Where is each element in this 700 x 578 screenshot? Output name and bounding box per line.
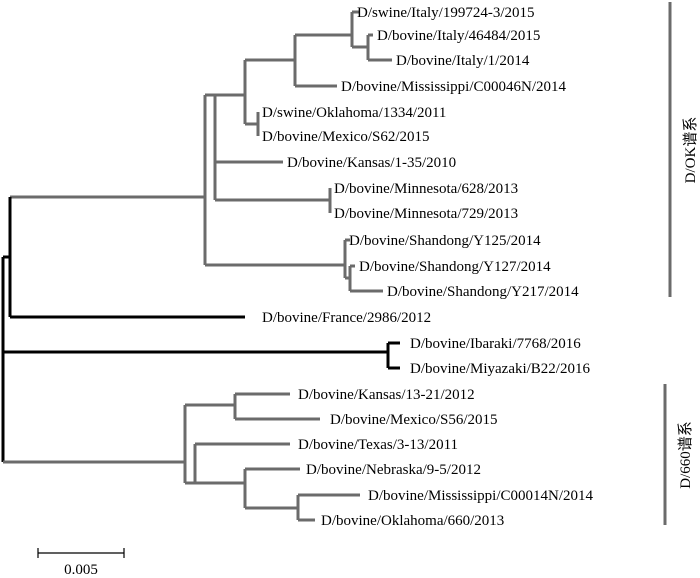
branches-660 <box>3 392 360 522</box>
leaf-label: D/bovine/Kansas/1-35/2010 <box>287 155 456 171</box>
leaf-label: D/bovine/Minnesota/729/2013 <box>334 206 518 222</box>
branches-ok <box>10 10 392 293</box>
leaf-label: D/bovine/Minnesota/628/2013 <box>334 181 518 197</box>
leaf-label: D/bovine/France/2986/2012 <box>262 310 431 326</box>
leaf-label: D/bovine/Mississippi/C00014N/2014 <box>368 488 594 504</box>
branches-root <box>1 197 400 462</box>
leaf-label: D/bovine/Kansas/13-21/2012 <box>298 387 475 403</box>
leaf-label: D/bovine/Miyazaki/B22/2016 <box>410 361 590 377</box>
leaf-label: D/bovine/Mississippi/C00046N/2014 <box>341 79 567 95</box>
leaf-label: D/bovine/Shandong/Y217/2014 <box>387 284 579 300</box>
clade-label: D/OK谱系 <box>682 117 699 184</box>
leaf-label: D/swine/Italy/199724-3/2015 <box>357 5 534 21</box>
leaf-label: D/bovine/Nebraska/9-5/2012 <box>306 462 481 478</box>
leaf-label: D/bovine/Italy/1/2014 <box>396 53 530 69</box>
leaf-label: D/swine/Oklahoma/1334/2011 <box>262 105 446 121</box>
clade-label: D/660谱系 <box>677 421 694 489</box>
leaf-label: D/bovine/Mexico/S56/2015 <box>330 412 498 428</box>
leaf-label: D/bovine/Shandong/Y125/2014 <box>349 233 541 249</box>
leaf-label: D/bovine/Oklahoma/660/2013 <box>321 513 504 529</box>
scale-bar <box>37 548 125 558</box>
leaf-label: D/bovine/Mexico/S62/2015 <box>262 129 430 145</box>
leaf-label: D/bovine/Shandong/Y127/2014 <box>359 259 551 275</box>
scale-label: 0.005 <box>64 562 98 578</box>
leaf-labels: D/swine/Italy/199724-3/2015 D/bovine/Ita… <box>262 5 594 529</box>
leaf-label: D/bovine/Ibaraki/7768/2016 <box>410 336 581 352</box>
leaf-label: D/bovine/Texas/3-13/2011 <box>298 437 458 453</box>
leaf-label: D/bovine/Italy/46484/2015 <box>377 28 540 44</box>
